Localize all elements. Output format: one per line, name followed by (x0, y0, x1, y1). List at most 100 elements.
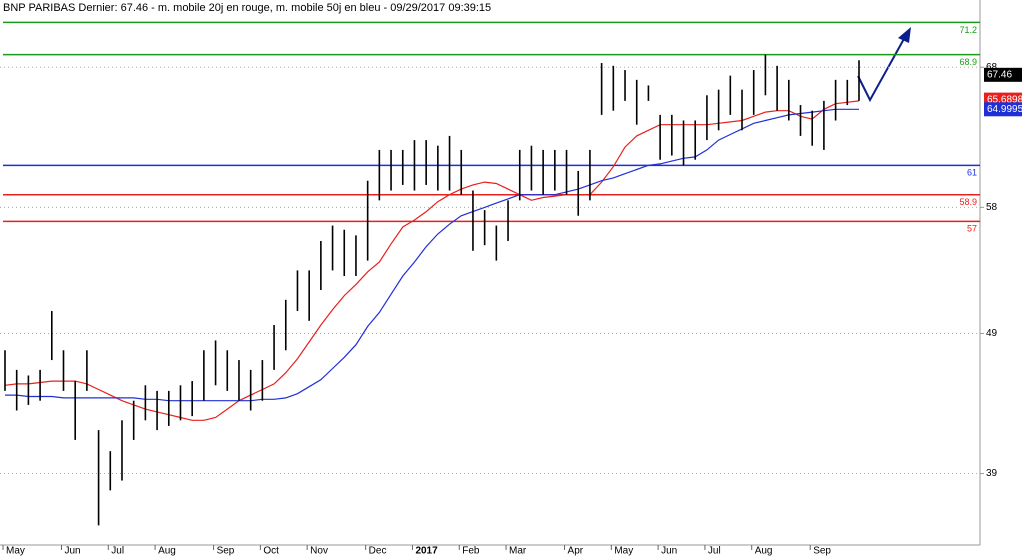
x-tick-label: Apr (568, 546, 584, 557)
price-bar (273, 325, 275, 370)
price-bar (495, 225, 498, 261)
price-bar (600, 63, 603, 115)
price-bar (577, 170, 580, 216)
price-bar (308, 270, 310, 321)
price-box: 64.9995 (984, 102, 1024, 117)
price-bar (86, 350, 88, 391)
price-bar (530, 145, 533, 191)
price-bar (483, 210, 486, 246)
price-bar (261, 360, 264, 401)
x-tick-label: Jun (661, 546, 677, 557)
price-bar (858, 60, 860, 101)
x-tick-label: 2017 (415, 546, 438, 557)
price-bar (121, 420, 123, 481)
price-bar (132, 400, 135, 440)
price-bar (144, 385, 147, 421)
price-bar (776, 65, 778, 111)
price-bar (682, 120, 685, 166)
y-tick-label: 68 (986, 62, 998, 73)
price-bar (39, 369, 41, 401)
price-bar (425, 140, 427, 185)
price-bar (97, 430, 100, 526)
price-bar (565, 149, 568, 195)
price-bar (226, 350, 229, 391)
price-bar (331, 225, 334, 271)
price-bar (764, 54, 767, 96)
price-bar (729, 75, 732, 115)
price-bar (671, 114, 673, 156)
price-bar (799, 105, 802, 136)
price-bar (203, 350, 205, 401)
price-bar (378, 149, 381, 201)
price-bar (109, 451, 112, 491)
price-box: 67.46 (984, 67, 1022, 82)
price-bar (846, 79, 849, 106)
price-bar (788, 79, 790, 121)
price-label: 65.6898 (987, 94, 1024, 105)
price-bar (460, 149, 463, 195)
price-bar (589, 149, 591, 201)
price-bar (214, 340, 217, 386)
price-bar (355, 235, 357, 277)
price-bar (448, 135, 451, 191)
chart-title: BNP PARIBAS Dernier: 67.46 - m. mobile 2… (3, 2, 491, 14)
x-tick-label: Dec (369, 546, 387, 557)
price-bar (366, 180, 369, 261)
x-tick-label: Jul (111, 546, 124, 557)
price-bar (156, 390, 158, 431)
price-bar (4, 350, 6, 391)
moving-average-line (4, 100, 860, 421)
price-bar (612, 65, 615, 111)
price-bar (717, 89, 720, 131)
price-bar (27, 375, 30, 405)
price-bar (74, 381, 76, 440)
y-tick-label: 49 (986, 328, 998, 339)
price-bar (249, 369, 252, 411)
level-label: 71.2 (959, 25, 977, 35)
level-label: 68.9 (959, 57, 977, 67)
price-bar (191, 381, 193, 417)
y-tick-label: 39 (986, 468, 998, 479)
price-bar (179, 385, 182, 421)
x-tick-label: Feb (462, 546, 480, 557)
price-bar (472, 190, 474, 251)
level-label: 61 (967, 168, 977, 178)
price-bar (390, 149, 392, 191)
x-tick-label: Sep (217, 546, 235, 557)
x-tick-label: Nov (310, 546, 328, 557)
price-bar (62, 350, 65, 391)
y-tick-label: 58 (986, 202, 998, 213)
x-tick-label: Jun (64, 546, 80, 557)
price-bar (647, 85, 650, 101)
x-tick-label: Jul (708, 546, 721, 557)
price-bar (50, 311, 53, 361)
price-bar (518, 149, 521, 201)
price-bar (834, 79, 837, 121)
price-label: 64.9995 (987, 104, 1024, 115)
x-tick-label: Oct (263, 546, 279, 557)
price-bar (554, 149, 556, 191)
price-bar (437, 145, 439, 191)
price-bar (413, 140, 416, 191)
price-bar (811, 110, 814, 146)
price-bar (706, 95, 708, 141)
price-label: 67.46 (987, 69, 1012, 80)
price-bar (659, 114, 661, 160)
price-bar (741, 89, 743, 131)
price-bar (401, 149, 404, 185)
price-bar (624, 70, 626, 101)
x-tick-label: Aug (755, 546, 773, 557)
price-bar (167, 390, 170, 426)
x-tick-label: May (6, 546, 25, 557)
price-bar (343, 229, 346, 277)
price-bar (15, 369, 18, 411)
price-bar (694, 120, 697, 160)
price-box-bg (984, 67, 1022, 82)
annotation-arrow (857, 27, 911, 103)
x-tick-label: Sep (813, 546, 831, 557)
x-tick-label: May (614, 546, 633, 557)
x-tick-label: Aug (158, 546, 176, 557)
price-bar (823, 100, 825, 150)
